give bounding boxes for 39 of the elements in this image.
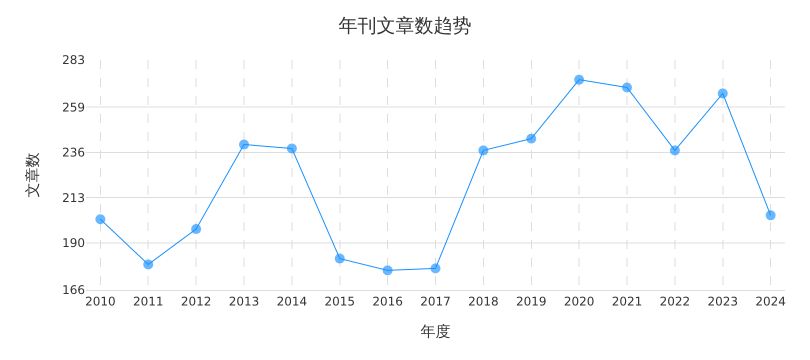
x-tick-label: 2012 <box>180 294 212 308</box>
x-tick-label: 2023 <box>707 294 738 308</box>
x-axis-title: 年度 <box>420 322 450 340</box>
point <box>191 224 202 234</box>
x-tick-label: 2014 <box>276 294 308 308</box>
y-tick-label: 213 <box>62 190 85 205</box>
y-tick-label: 166 <box>62 283 85 298</box>
x-tick-label: 2011 <box>132 294 164 308</box>
point <box>95 214 106 224</box>
x-tick-label: 2021 <box>612 294 642 308</box>
point <box>526 134 536 144</box>
y-tick-label: 259 <box>62 100 85 114</box>
point <box>143 259 154 270</box>
point <box>238 140 249 150</box>
y-tick-label: 283 <box>62 53 85 68</box>
x-tick-label: 2013 <box>228 294 260 308</box>
x-tick-label: 2017 <box>420 294 451 308</box>
point <box>334 254 345 264</box>
point <box>622 82 632 93</box>
point <box>670 145 680 156</box>
chart-title: 年刊文章数趋势 <box>338 14 472 37</box>
point <box>766 210 776 220</box>
point <box>478 145 488 156</box>
point <box>574 74 584 85</box>
x-tick-label: 2010 <box>85 294 116 308</box>
x-tick-label: 2016 <box>372 294 403 308</box>
x-tick-label: 2019 <box>516 294 547 308</box>
point <box>382 265 393 276</box>
point <box>430 263 440 274</box>
y-axis-title: 文章数 <box>23 152 42 198</box>
point <box>286 143 297 154</box>
y-tick-label: 236 <box>62 146 85 160</box>
x-tick-label: 2015 <box>324 294 356 308</box>
x-tick-label: 2022 <box>660 294 690 308</box>
x-tick-label: 2020 <box>564 294 594 308</box>
x-tick-label: 2018 <box>468 294 499 308</box>
x-tick-label: 2024 <box>755 294 786 308</box>
y-tick-label: 190 <box>62 236 85 250</box>
point <box>718 88 728 98</box>
